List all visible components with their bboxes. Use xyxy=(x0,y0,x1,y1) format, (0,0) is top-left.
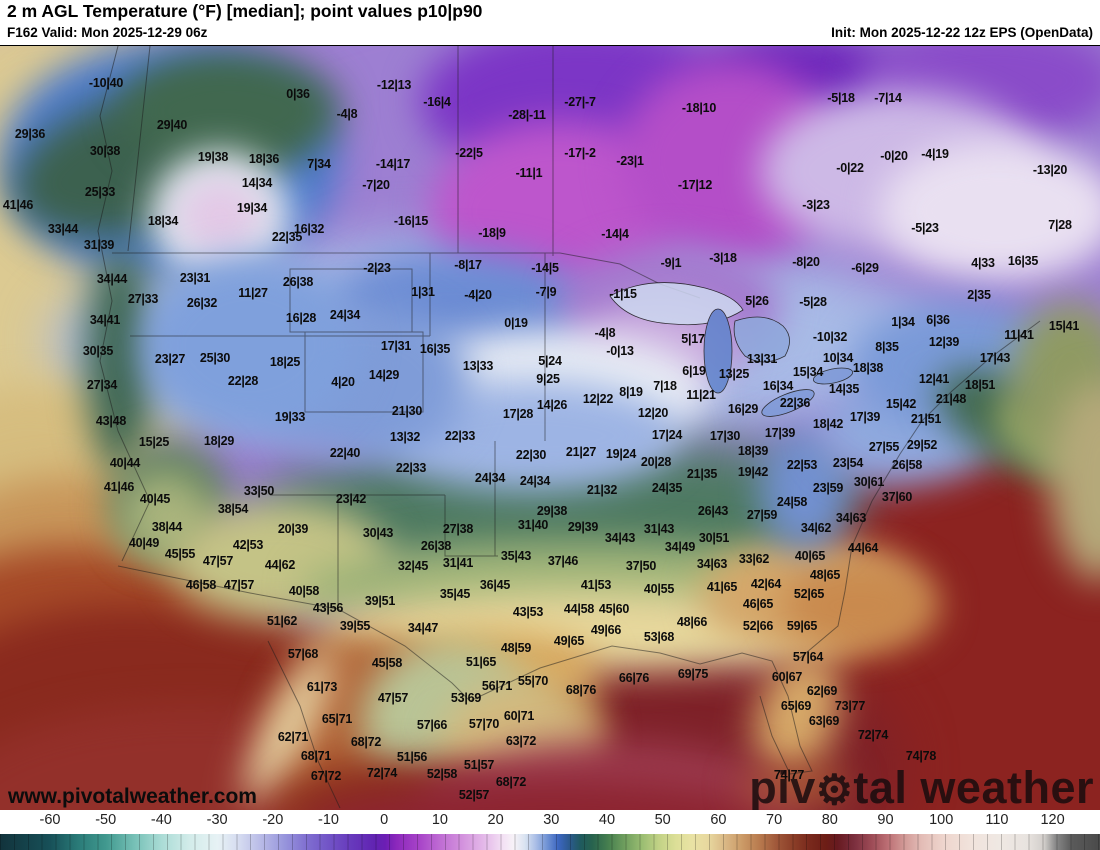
colorbar-tick: -10 xyxy=(318,812,339,828)
colorbar-tick: 10 xyxy=(431,812,448,828)
colorbar-tick: 90 xyxy=(877,812,894,828)
colorbar-tick: 50 xyxy=(654,812,671,828)
init-time-label: Init: Mon 2025-12-22 12z EPS (OpenData) xyxy=(831,25,1093,40)
pivotal-weather-logo: piv⚙tal weather xyxy=(749,765,1094,810)
colorbar-tick: 0 xyxy=(380,812,389,828)
colorbar-tick: -40 xyxy=(150,812,172,828)
colorbar-tick: -20 xyxy=(262,812,284,828)
colorbar-gradient xyxy=(0,834,1100,850)
borders-and-lakes-overlay xyxy=(97,46,1041,809)
colorbar-tick: 100 xyxy=(929,812,954,828)
watermark-url: www.pivotalweather.com xyxy=(8,785,257,808)
colorbar-tick: -50 xyxy=(95,812,117,828)
valid-time-label: F162 Valid: Mon 2025-12-29 06z xyxy=(7,25,208,40)
colorbar-tick: 120 xyxy=(1040,812,1065,828)
temperature-colorbar: -60 -50 -40 -30 -20 -10 0 10 20 30 40 50 60 70 80 90 100… xyxy=(0,810,1100,850)
colorbar-tick: 20 xyxy=(487,812,504,828)
colorbar-tick: -60 xyxy=(39,812,61,828)
logo-text-post: tal weather xyxy=(853,761,1094,810)
colorbar-tick: -30 xyxy=(206,812,228,828)
colorbar-segment-lines xyxy=(0,834,1100,850)
page-title: 2 m AGL Temperature (°F) [median]; point… xyxy=(7,1,483,21)
great-lakes xyxy=(609,282,854,417)
logo-text-pre: piv xyxy=(749,761,816,810)
colorbar-tick: 30 xyxy=(543,812,560,828)
colorbar-tick: 60 xyxy=(710,812,727,828)
border-lines xyxy=(97,46,1041,809)
colorbar-tick: 110 xyxy=(985,812,1009,828)
colorbar-tick: 40 xyxy=(598,812,616,828)
temperature-map: -10|40 29|36 29|40 30|38 19|38 18|36 25|33 14|3… xyxy=(0,45,1100,810)
colorbar-tick: 80 xyxy=(821,812,838,828)
colorbar-tick: 70 xyxy=(766,812,783,828)
gear-icon: ⚙ xyxy=(815,766,854,810)
header: 2 m AGL Temperature (°F) [median]; point… xyxy=(0,0,1100,45)
